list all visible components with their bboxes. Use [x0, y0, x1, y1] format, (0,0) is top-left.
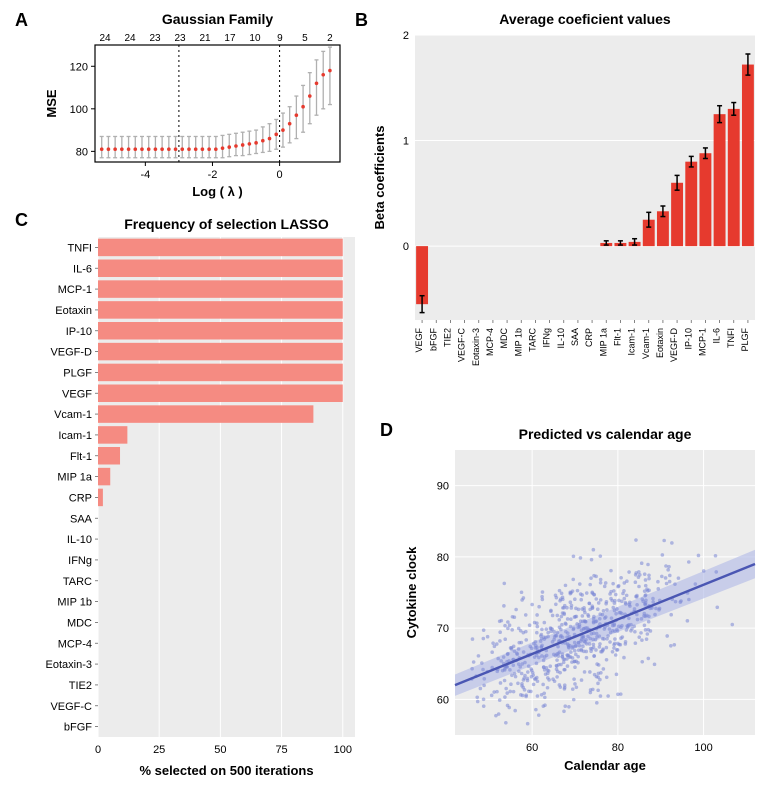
svg-text:MIP 1a: MIP 1a	[598, 328, 608, 356]
svg-text:MCP-1: MCP-1	[697, 328, 707, 356]
svg-text:Icam-1: Icam-1	[627, 328, 637, 356]
svg-text:MDC: MDC	[67, 617, 92, 629]
svg-text:1: 1	[403, 136, 409, 148]
svg-text:17: 17	[224, 33, 236, 44]
svg-text:120: 120	[70, 61, 88, 73]
svg-text:Cytokine clock: Cytokine clock	[404, 546, 419, 639]
svg-text:Average coeficient values: Average coeficient values	[499, 11, 671, 27]
svg-text:Flt-1: Flt-1	[612, 328, 622, 346]
svg-text:PLGF: PLGF	[63, 367, 92, 379]
svg-text:CRP: CRP	[584, 328, 594, 347]
svg-text:TIE2: TIE2	[69, 680, 92, 692]
panel-b-chart: Average coeficient values 0 1 2 VEGF bFGF TIE2…	[370, 10, 765, 410]
svg-text:IL-10: IL-10	[67, 534, 92, 546]
svg-text:80: 80	[76, 146, 88, 158]
svg-text:Frequency of selection LASSO: Frequency of selection LASSO	[124, 216, 329, 232]
svg-text:Flt-1: Flt-1	[70, 451, 92, 463]
svg-text:25: 25	[153, 744, 165, 756]
svg-text:Predicted vs calendar age: Predicted vs calendar age	[519, 426, 692, 442]
svg-text:Eotaxin: Eotaxin	[655, 328, 665, 358]
panel-b-label: B	[355, 10, 368, 31]
svg-text:TNFI: TNFI	[68, 242, 92, 254]
svg-text:IL-6: IL-6	[73, 263, 92, 275]
svg-text:IP-10: IP-10	[66, 326, 92, 338]
svg-text:MCP-4: MCP-4	[58, 638, 92, 650]
svg-text:100: 100	[70, 104, 88, 116]
svg-text:MSE: MSE	[44, 89, 59, 118]
svg-text:Calendar age: Calendar age	[564, 758, 646, 773]
svg-text:23: 23	[149, 33, 161, 44]
panel-c-chart: Frequency of selection LASSO 0 25 50 75 100 TN…	[20, 215, 365, 785]
svg-text:24: 24	[100, 33, 112, 44]
svg-text:Eotaxin-3: Eotaxin-3	[46, 659, 92, 671]
svg-text:IL-6: IL-6	[712, 328, 722, 344]
svg-text:0: 0	[403, 241, 409, 253]
svg-text:5: 5	[302, 33, 308, 44]
svg-text:% selected on 500 iterations: % selected on 500 iterations	[139, 763, 313, 778]
svg-text:MCP-1: MCP-1	[58, 284, 92, 296]
panel-d-chart: Predicted vs calendar age 60 80 100 60 70 80 90…	[400, 425, 765, 780]
svg-text:50: 50	[214, 744, 226, 756]
panel-a-label: A	[15, 10, 28, 31]
svg-text:60: 60	[437, 694, 449, 706]
figure-container: A Gaussian Family24242323211710952801001…	[10, 10, 765, 790]
svg-text:IL-10: IL-10	[556, 328, 566, 349]
panel-d-label: D	[380, 420, 393, 441]
svg-text:MIP 1a: MIP 1a	[57, 472, 93, 484]
svg-text:80: 80	[437, 552, 449, 564]
svg-text:Beta coefficients: Beta coefficients	[372, 125, 387, 229]
svg-text:Eotaxin-3: Eotaxin-3	[471, 328, 481, 366]
svg-text:100: 100	[694, 742, 712, 754]
svg-text:0: 0	[277, 169, 283, 181]
svg-text:bFGF: bFGF	[64, 722, 92, 734]
svg-text:10: 10	[249, 33, 261, 44]
svg-text:100: 100	[334, 744, 352, 756]
svg-text:Eotaxin: Eotaxin	[55, 305, 92, 317]
svg-text:0: 0	[95, 744, 101, 756]
svg-text:SAA: SAA	[570, 328, 580, 346]
svg-text:IFNg: IFNg	[542, 328, 552, 348]
svg-text:VEGF: VEGF	[62, 388, 92, 400]
svg-text:2: 2	[403, 30, 409, 42]
svg-text:MCP-4: MCP-4	[485, 328, 495, 356]
svg-text:80: 80	[612, 742, 624, 754]
svg-text:PLGF: PLGF	[740, 328, 750, 352]
svg-text:SAA: SAA	[70, 513, 93, 525]
svg-text:IFNg: IFNg	[68, 555, 92, 567]
svg-text:Vcam-1: Vcam-1	[641, 328, 651, 359]
svg-text:90: 90	[437, 481, 449, 493]
svg-text:CRP: CRP	[69, 492, 92, 504]
svg-text:VEGF-D: VEGF-D	[50, 347, 92, 359]
svg-text:TNFI: TNFI	[726, 328, 736, 348]
svg-text:TARC: TARC	[527, 328, 537, 352]
svg-text:MDC: MDC	[499, 328, 509, 349]
svg-text:VEGF-C: VEGF-C	[50, 701, 92, 713]
svg-text:21: 21	[199, 33, 211, 44]
svg-text:60: 60	[526, 742, 538, 754]
svg-text:bFGF: bFGF	[428, 328, 438, 352]
svg-text:23: 23	[174, 33, 186, 44]
svg-text:TIE2: TIE2	[442, 328, 452, 347]
panel-a-chart: Gaussian Family 24 24 23 23 21 17 10 9 5 2 80 100 120…	[40, 10, 350, 202]
svg-text:VEGF: VEGF	[414, 328, 424, 353]
svg-text:VEGF-C: VEGF-C	[457, 328, 467, 363]
svg-text:24: 24	[124, 33, 136, 44]
svg-text:-2: -2	[208, 169, 218, 181]
svg-text:2: 2	[327, 33, 333, 44]
svg-text:Icam-1: Icam-1	[58, 430, 92, 442]
svg-text:70: 70	[437, 623, 449, 635]
svg-text:75: 75	[275, 744, 287, 756]
svg-text:Vcam-1: Vcam-1	[54, 409, 92, 421]
svg-text:Gaussian Family: Gaussian Family	[162, 11, 273, 27]
svg-text:9: 9	[277, 33, 283, 44]
svg-text:MIP 1b: MIP 1b	[513, 328, 523, 356]
svg-text:-4: -4	[140, 169, 150, 181]
svg-text:TARC: TARC	[63, 576, 92, 588]
svg-text:MIP 1b: MIP 1b	[57, 597, 92, 609]
svg-text:Log ( λ ): Log ( λ )	[192, 184, 243, 199]
svg-text:IP-10: IP-10	[683, 328, 693, 350]
svg-text:VEGF-D: VEGF-D	[669, 328, 679, 363]
